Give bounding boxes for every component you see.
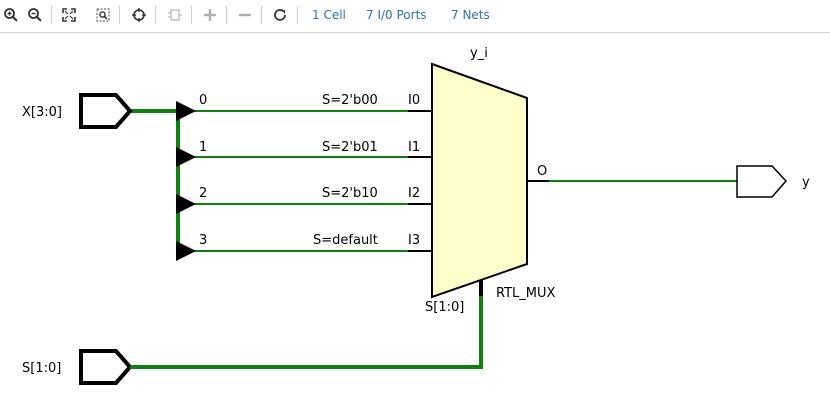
input-port-x-label: X[3:0] (22, 105, 62, 120)
bit-label-3: 3 (199, 233, 207, 248)
zoom-area-icon[interactable] (92, 4, 114, 26)
input-port-s[interactable] (79, 349, 133, 385)
input-port-s-label: S[1:0] (22, 361, 61, 376)
toolbar-divider (155, 6, 156, 24)
io-ports-link[interactable]: 7 I/0 Ports (366, 8, 427, 22)
pin-label-o: O (537, 164, 547, 179)
mux-cell-y-i[interactable] (431, 62, 528, 299)
bus-ripper-2 (176, 194, 196, 214)
bus-ripper-3 (176, 241, 196, 261)
mux-type-label: RTL_MUX (496, 286, 556, 301)
bus-ripper-0 (176, 101, 196, 121)
zoom-in-icon[interactable] (0, 4, 22, 26)
bit-label-2: 2 (199, 186, 207, 201)
pin-label-i2: I2 (408, 186, 420, 201)
cond-label-0: S=2'b00 (322, 93, 378, 108)
toolbar-divider (119, 6, 120, 24)
cond-label-1: S=2'b01 (322, 140, 378, 155)
cond-label-3: S=default (313, 233, 378, 248)
cells-link[interactable]: 1 Cell (312, 8, 346, 22)
output-port-y[interactable] (736, 165, 788, 198)
s-bus-wire[interactable] (130, 296, 483, 369)
toolbar-divider (297, 6, 298, 24)
nets-link[interactable]: 7 Nets (451, 8, 490, 22)
toolbar-divider (191, 6, 192, 24)
input-port-x[interactable] (79, 93, 133, 129)
refresh-icon[interactable] (269, 4, 291, 26)
bit-label-1: 1 (199, 140, 207, 155)
schematic-toolbar: 1 Cell 7 I/0 Ports 7 Nets (0, 0, 830, 33)
bit-label-0: 0 (199, 93, 207, 108)
toolbar-divider (261, 6, 262, 24)
bus-ripper-1 (176, 147, 196, 167)
toolbar-divider (51, 6, 52, 24)
collapse-minus-icon[interactable] (234, 4, 256, 26)
pin-label-s: S[1:0] (425, 300, 464, 315)
pin-label-i1: I1 (408, 140, 420, 155)
regenerate-icon[interactable] (164, 4, 186, 26)
schematic-canvas[interactable]: X[3:0] S[1:0] y_i S=2'b00 S=2'b01 S=2'b1… (0, 32, 830, 414)
pin-label-i3: I3 (408, 233, 420, 248)
toolbar-divider (226, 6, 227, 24)
output-port-y-label: y (802, 175, 810, 190)
cond-label-2: S=2'b10 (322, 186, 378, 201)
zoom-fit-icon[interactable] (58, 4, 80, 26)
crosshair-icon[interactable] (128, 4, 150, 26)
expand-plus-icon[interactable] (199, 4, 221, 26)
pin-label-i0: I0 (408, 93, 420, 108)
zoom-out-icon[interactable] (24, 4, 46, 26)
mux-instance-name: y_i (470, 46, 488, 61)
